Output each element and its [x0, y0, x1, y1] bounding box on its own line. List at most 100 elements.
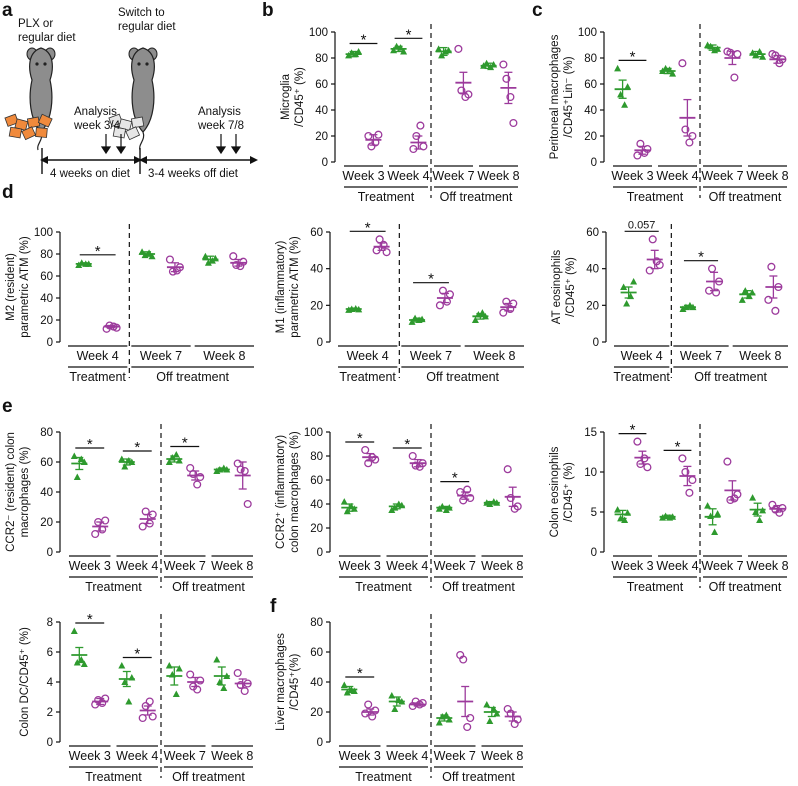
- data-point-regular: [243, 499, 252, 509]
- data-point-regular: [733, 490, 742, 499]
- analysis-2-line2: week 7/8: [197, 120, 244, 132]
- data-point-plx: [704, 502, 712, 509]
- data-point-regular: [454, 44, 463, 53]
- data-point-regular: [708, 264, 717, 273]
- y-tick-label: 20: [40, 517, 53, 529]
- data-point-plx: [630, 278, 638, 285]
- group-label: Treatment: [358, 190, 415, 204]
- significance-label: *: [365, 219, 371, 236]
- significance-label: *: [404, 436, 410, 453]
- data-point-plx: [80, 458, 88, 465]
- category-label: Week 8: [203, 349, 245, 363]
- y-tick-label: 0: [591, 547, 597, 559]
- data-point-regular: [640, 454, 649, 463]
- category-label: Week 8: [746, 559, 788, 573]
- data-point-regular: [466, 713, 475, 723]
- data-point-plx: [118, 455, 126, 462]
- group-label: Treatment: [627, 580, 684, 594]
- data-point-regular: [445, 290, 454, 299]
- data-point-plx: [411, 314, 419, 322]
- category-label: Week 8: [746, 169, 788, 183]
- y-tick-label: 40: [310, 677, 323, 689]
- data-point-regular: [509, 299, 518, 308]
- group-label: Off treatment: [442, 580, 515, 594]
- data-point-plx: [711, 528, 719, 535]
- mouse-icon: [26, 47, 56, 151]
- y-axis-label: CCR2⁺ (inflammatory): [275, 435, 287, 549]
- y-tick-label: 6: [47, 647, 53, 659]
- data-point-plx: [165, 662, 173, 669]
- category-label: Week 7: [140, 349, 182, 363]
- y-tick-label: 80: [40, 249, 53, 261]
- data-point-regular: [645, 266, 654, 275]
- data-point-plx: [211, 254, 219, 262]
- data-point-plx: [714, 510, 722, 517]
- span-off-diet: 3-4 weeks off diet: [148, 168, 239, 180]
- y-tick-label: 40: [586, 264, 599, 276]
- data-point-regular: [643, 463, 652, 472]
- data-point-regular: [371, 455, 380, 464]
- data-point-plx: [165, 458, 173, 465]
- category-label: Week 7: [164, 559, 206, 573]
- category-label: Week 3: [69, 749, 111, 763]
- data-point-regular: [361, 709, 370, 718]
- y-tick-label: 2: [47, 707, 53, 719]
- category-label: Week 8: [481, 749, 523, 763]
- data-point-plx: [474, 311, 482, 318]
- data-point-regular: [723, 457, 732, 466]
- y-tick-label: 20: [310, 707, 323, 719]
- y-axis-label: Peritoneal macrophages: [549, 34, 561, 159]
- y-tick-label: 20: [584, 131, 597, 143]
- data-point-plx: [682, 303, 690, 311]
- data-point-regular: [633, 151, 642, 160]
- y-tick-label: 60: [310, 475, 323, 487]
- y-tick-label: 60: [584, 79, 597, 91]
- data-point-plx: [749, 494, 757, 501]
- plx-label-line2: regular diet: [18, 32, 76, 44]
- significance-label: *: [452, 470, 458, 487]
- data-point-regular: [165, 255, 174, 264]
- data-point-plx: [662, 512, 670, 519]
- y-tick-label: 0: [47, 737, 53, 749]
- data-point-regular: [243, 679, 252, 688]
- data-point-regular: [715, 277, 724, 286]
- chart-e4: 0 2 4 6 8 Colon DC/CD45⁺ (%) Week 3 Week 4 Week …: [19, 611, 253, 784]
- data-point-plx: [621, 101, 629, 108]
- significance-label: *: [357, 665, 363, 682]
- y-tick-label: 15: [584, 427, 597, 439]
- y-axis-label: M2 (resident): [5, 253, 17, 321]
- data-point-regular: [379, 240, 388, 249]
- y-axis-label: parametric ATM (%): [289, 236, 301, 338]
- y-tick-label: 20: [315, 131, 328, 143]
- data-point-plx: [438, 502, 446, 510]
- group-label: Off treatment: [694, 370, 767, 384]
- data-point-plx: [666, 66, 674, 73]
- data-point-regular: [685, 488, 694, 497]
- data-point-regular: [456, 487, 465, 497]
- data-point-regular: [374, 130, 383, 139]
- data-point-regular: [502, 74, 511, 83]
- data-point-regular: [678, 454, 687, 463]
- data-point-plx: [445, 504, 453, 511]
- analysis-2-line1: Analysis: [198, 106, 241, 118]
- data-point-plx: [201, 252, 209, 260]
- group-label: Treatment: [85, 580, 142, 594]
- data-point-regular: [168, 267, 177, 276]
- significance-label: *: [134, 646, 140, 663]
- data-point-plx: [138, 248, 146, 255]
- group-label: Off treatment: [709, 580, 782, 594]
- data-point-plx: [621, 516, 629, 523]
- data-point-regular: [371, 138, 380, 147]
- data-point-plx: [714, 45, 722, 52]
- y-tick-label: 100: [304, 427, 323, 439]
- data-point-regular: [767, 262, 776, 271]
- data-point-plx: [624, 83, 632, 90]
- data-point-regular: [382, 248, 391, 257]
- data-point-regular: [101, 516, 110, 525]
- data-point-plx: [627, 292, 635, 300]
- data-point-plx: [172, 451, 180, 458]
- data-point-plx: [486, 500, 494, 507]
- data-point-plx: [669, 513, 677, 520]
- data-point-regular: [371, 706, 380, 715]
- data-point-plx: [418, 315, 426, 323]
